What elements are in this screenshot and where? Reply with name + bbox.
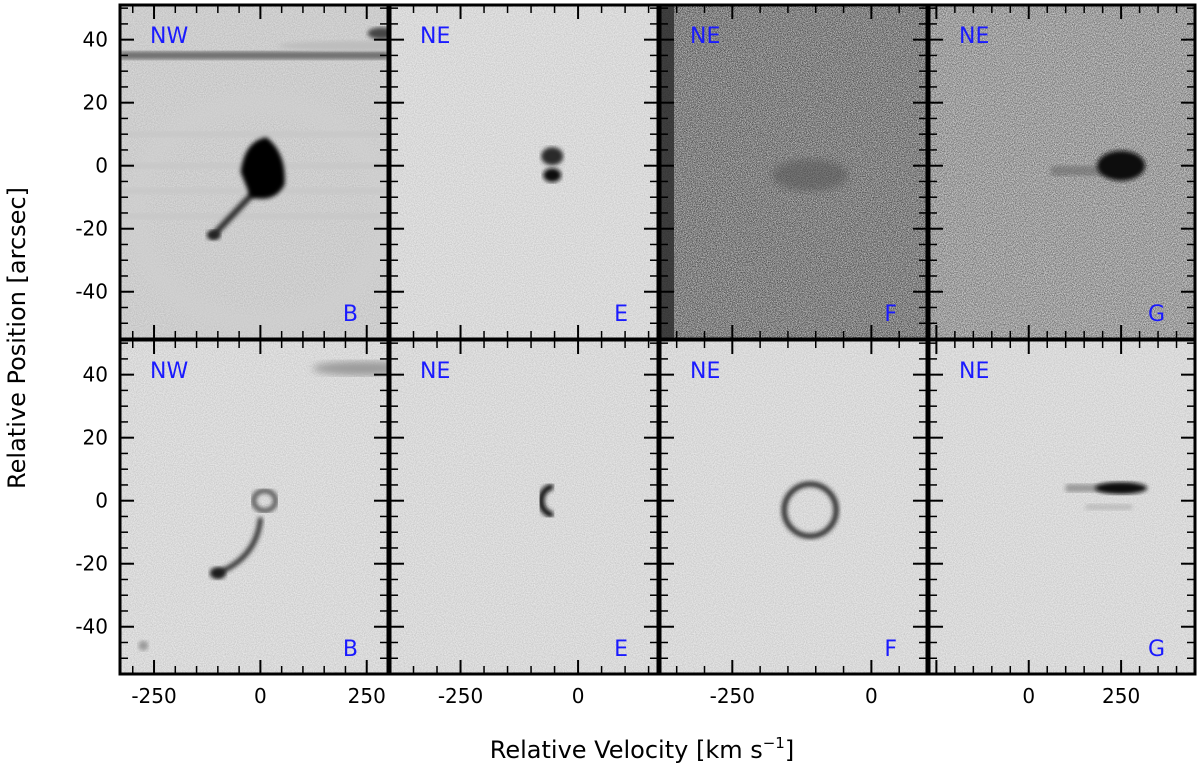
panel-frame (118, 338, 390, 676)
panel-corner-label: NW (150, 24, 188, 49)
panel-image (120, 340, 388, 674)
panel-region-label: B (343, 637, 358, 662)
panel-noise (929, 340, 1195, 674)
panel-image (390, 5, 658, 339)
axes-layer: 40 20 0 -20 -40 40 20 0 -20 -40 -250 0 250 -250 0 -250 0… (75, 28, 1140, 708)
panel-image (120, 5, 388, 339)
panel-image (660, 5, 927, 339)
emission-knot (1097, 150, 1146, 181)
y-tick-label: 0 (95, 154, 108, 178)
panel-region-label: F (884, 637, 897, 662)
x-tick-label: -250 (438, 684, 483, 708)
emission-streak (1050, 165, 1133, 176)
arc (538, 483, 554, 518)
panel-noise (660, 340, 927, 674)
x-axis-title: Relative Velocity [km s−1] (490, 734, 794, 764)
streak-knot (1095, 482, 1148, 495)
panel-top-F: NE F (658, 3, 929, 341)
panel-bottom-G: NE G (927, 338, 1197, 676)
blob-lower (543, 168, 562, 183)
panel-corner-label: NE (959, 359, 989, 384)
x-axis-title-main: Relative Velocity [km s (490, 736, 763, 764)
faint-source (138, 640, 149, 651)
x-tick-label: 0 (865, 684, 878, 708)
panel-corner-label: NE (690, 24, 720, 49)
tail-knot (206, 230, 221, 241)
panel-corner-label: NW (150, 359, 188, 384)
panel-region-label: B (343, 302, 358, 327)
x-tick-label: 250 (1102, 684, 1140, 708)
panel-noise (390, 340, 658, 674)
band-streak (278, 40, 388, 51)
corner-streak (312, 361, 388, 376)
emission (772, 159, 849, 192)
ring (251, 488, 279, 514)
panel-region-label: G (1148, 637, 1165, 662)
bright-band (120, 51, 388, 60)
y-tick-label: 40 (83, 28, 108, 52)
panel-corner-label: NE (690, 359, 720, 384)
arc-knot (209, 567, 226, 580)
panel-corner-label: NE (420, 24, 450, 49)
y-tick-label: -20 (75, 217, 108, 241)
panel-top-B: NW B (118, 3, 390, 341)
panel-image (929, 5, 1195, 339)
panel-region-label: G (1148, 302, 1165, 327)
core (240, 137, 285, 199)
panel-bottom-B: NW B (118, 338, 390, 676)
panel-corner-label: NE (420, 359, 450, 384)
y-tick-label: 20 (83, 91, 108, 115)
x-tick-label: 250 (348, 684, 386, 708)
x-axis-title-close: ] (785, 736, 794, 764)
y-tick-label: 40 (83, 363, 108, 387)
edge-band (660, 5, 674, 339)
stripe (120, 213, 388, 220)
panel-frame (658, 338, 929, 676)
panel-region-label: F (884, 302, 897, 327)
panel-top-G: NE G (927, 3, 1197, 341)
panel-image (929, 340, 1195, 674)
streak-lower (1085, 504, 1133, 510)
y-axis-title: Relative Position [arcsec] (3, 187, 31, 489)
panel-bottom-E: NE E (388, 338, 660, 676)
y-tick-label: 0 (95, 489, 108, 513)
x-tick-label: 0 (572, 684, 585, 708)
panel-noise (390, 5, 658, 339)
panel-corner-label: NE (959, 24, 989, 49)
panel-image (390, 340, 658, 674)
panels-layer: NW B NE E NE F NE G NW B NE E NE F NE G (118, 3, 1197, 676)
x-tick-label: -250 (131, 684, 176, 708)
stripe (120, 131, 388, 138)
corner-source (367, 27, 388, 40)
x-tick-label: -250 (710, 684, 755, 708)
y-tick-label: -40 (75, 615, 108, 639)
panel-region-label: E (614, 302, 628, 327)
panel-bottom-F: NE F (658, 338, 929, 676)
panel-image (660, 340, 927, 674)
x-tick-label: 0 (254, 684, 267, 708)
x-axis-title-sup: −1 (763, 734, 785, 752)
y-tick-label: -40 (75, 280, 108, 304)
x-tick-label: 0 (1022, 684, 1035, 708)
y-tick-label: -20 (75, 552, 108, 576)
panel-region-label: E (614, 637, 628, 662)
panel-frame (388, 338, 660, 676)
panel-top-E: NE E (388, 3, 660, 341)
y-tick-label: 20 (83, 426, 108, 450)
ring (781, 481, 839, 539)
panel-frame (927, 338, 1197, 676)
blob (541, 147, 564, 166)
